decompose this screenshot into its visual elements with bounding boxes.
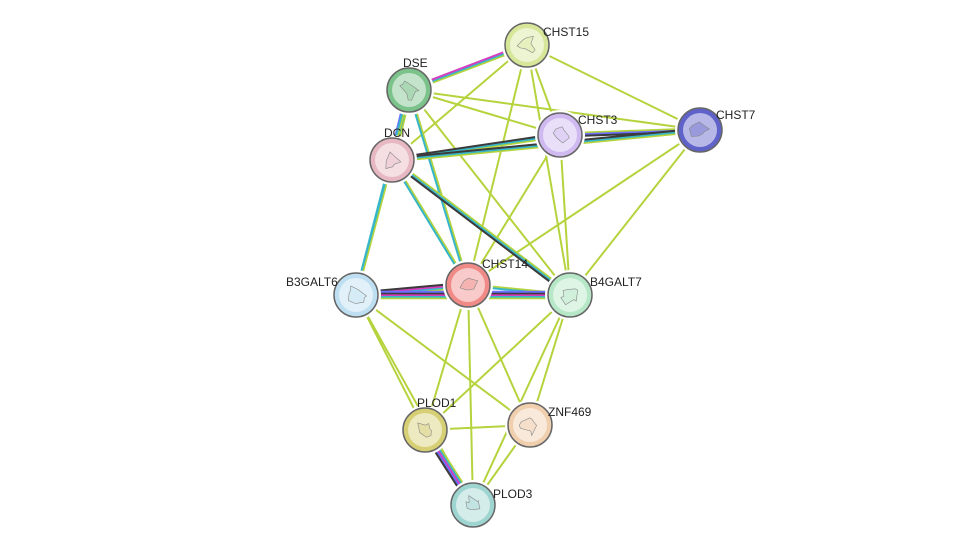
node-CHST14[interactable] bbox=[443, 260, 493, 310]
node-PLOD1[interactable] bbox=[400, 405, 450, 455]
node-ZNF469[interactable] bbox=[505, 400, 555, 450]
node-B4GALT7[interactable] bbox=[545, 270, 595, 320]
node-label-B3GALT6: B3GALT6 bbox=[286, 275, 338, 289]
node-CHST7[interactable] bbox=[675, 105, 725, 155]
node-CHST3[interactable] bbox=[535, 110, 585, 160]
node-DSE[interactable] bbox=[384, 65, 434, 115]
node-CHST15[interactable] bbox=[502, 20, 552, 70]
node-label-B4GALT7: B4GALT7 bbox=[590, 275, 642, 289]
node-PLOD3[interactable] bbox=[448, 480, 498, 530]
node-label-PLOD3: PLOD3 bbox=[493, 487, 533, 501]
edge-CHST14-PLOD3-text[interactable] bbox=[468, 285, 473, 505]
edge-CHST15-B4GALT7-text[interactable] bbox=[527, 45, 570, 295]
edge-CHST3-CHST14-text[interactable] bbox=[468, 135, 560, 285]
node-B3GALT6[interactable] bbox=[331, 270, 381, 320]
node-layer bbox=[331, 20, 725, 530]
edge-CHST7-B4GALT7-text[interactable] bbox=[570, 130, 700, 295]
edge-DSE-CHST14-curated[interactable] bbox=[408, 90, 467, 285]
edge-CHST15-CHST14-text[interactable] bbox=[468, 45, 527, 285]
edge-B3GALT6-ZNF469-text[interactable] bbox=[356, 295, 530, 425]
node-label-ZNF469: ZNF469 bbox=[548, 405, 592, 419]
node-DCN[interactable] bbox=[367, 135, 417, 185]
network-graph: CHST15DSECHST3CHST7DCNCHST14B4GALT7B3GAL… bbox=[0, 0, 976, 540]
edge-B4GALT7-PLOD3-text[interactable] bbox=[473, 295, 570, 505]
edge-CHST7-CHST14-text[interactable] bbox=[468, 130, 700, 285]
